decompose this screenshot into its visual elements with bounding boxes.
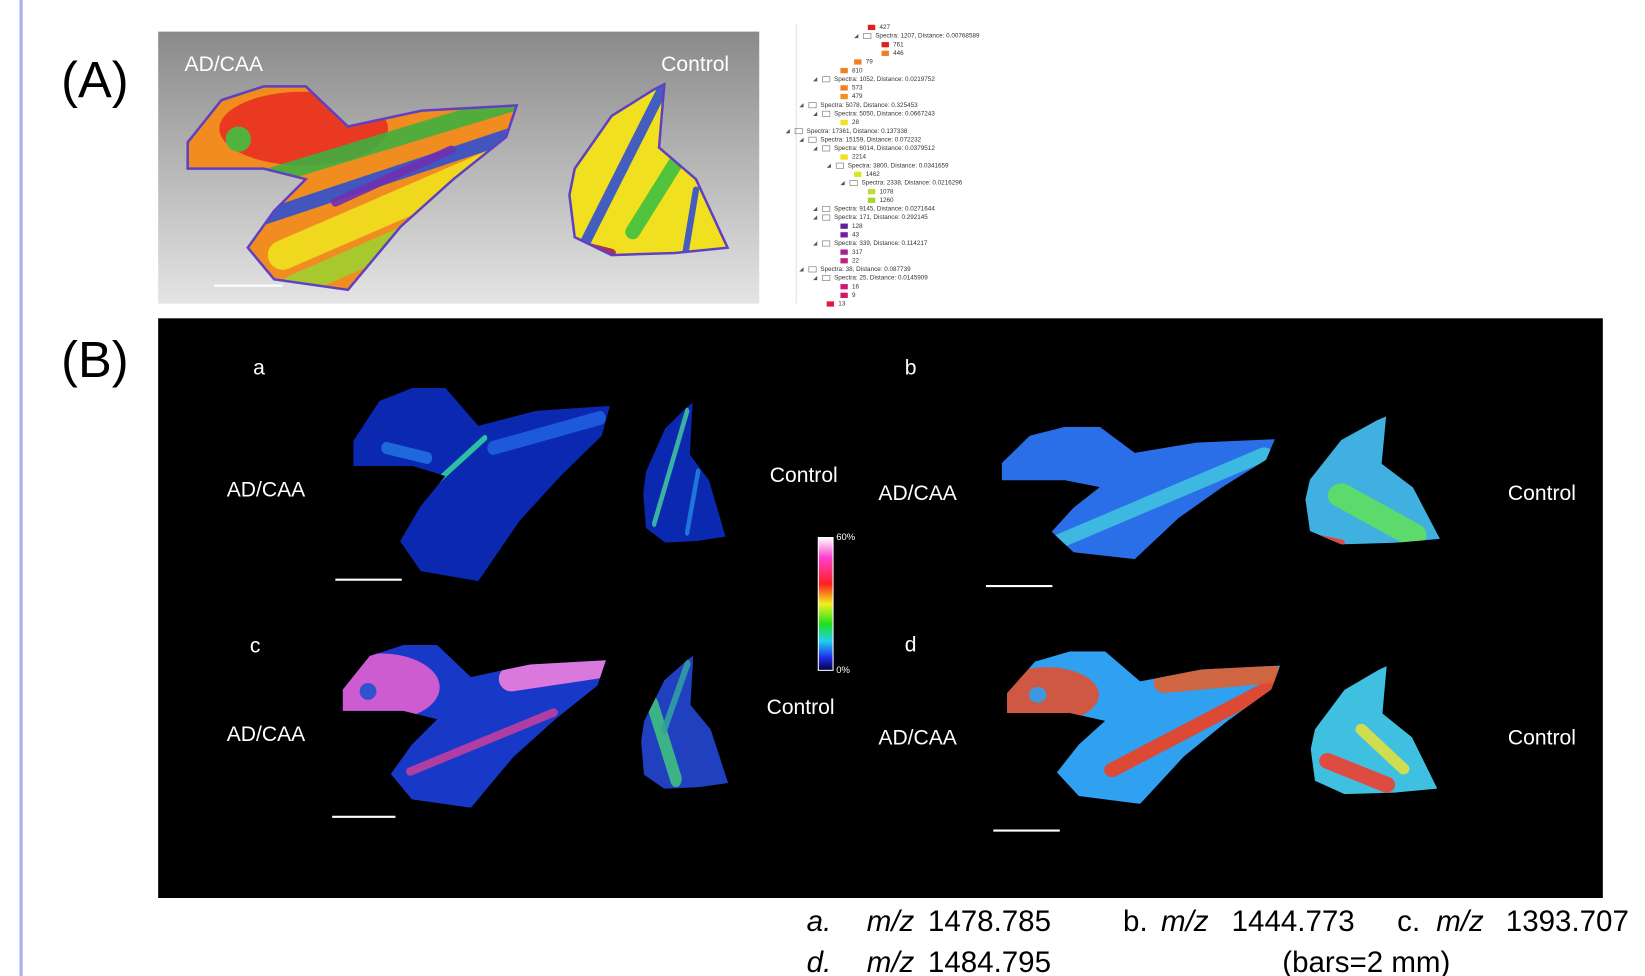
cluster-swatch [840,232,847,237]
tissue-region [1165,674,1270,683]
cluster-swatch [840,154,847,159]
cluster-size: 22 [852,257,860,264]
cluster-swatch [840,68,847,73]
tissue-label: AD/CAA [878,726,957,749]
cluster-node: Spectra: 38, Distance: 0.087739 [820,266,911,273]
subpanel-letter: b [905,356,917,379]
caption-label: c. [1397,905,1420,938]
cluster-swatch [827,301,834,306]
tissue-region [226,126,251,151]
subpanel-letter: d [905,634,917,657]
cluster-size: 573 [852,85,863,92]
cluster-size: 761 [893,41,904,48]
cluster-node: Spectra: 6014, Distance: 0.0379512 [834,145,935,152]
tissue-label: Control [661,53,729,76]
tissue-region [360,683,377,700]
caption-value: 1478.785 [928,905,1051,938]
tissue-label: Control [1508,482,1576,505]
caption-note: (bars=2 mm) [1282,946,1450,976]
cluster-swatch [840,120,847,125]
cluster-swatch [840,224,847,229]
panel-label: (B) [61,331,128,388]
cluster-node: Spectra: 17361, Distance: 0.137338 [807,128,908,135]
cluster-node: Spectra: 339, Distance: 0.114217 [834,240,928,247]
caption-label: b. [1123,905,1148,938]
cluster-node: Spectra: 25, Distance: 0.0145909 [834,275,928,282]
caption-mz: m/z [867,905,915,938]
cluster-size: 9 [852,292,856,299]
cluster-swatch [882,51,889,56]
tissue-region [511,666,595,679]
tissue-label: Control [767,696,835,719]
cluster-size: 1462 [866,171,881,178]
cluster-node: Spectra: 171, Distance: 0.292145 [834,214,928,221]
colorbar [818,538,833,671]
cluster-node: Spectra: 5050, Distance: 0.0667243 [834,111,935,118]
cluster-node: Spectra: 5078, Distance: 0.325453 [820,102,918,109]
cluster-swatch [854,59,861,64]
colorbar-label: 0% [836,665,850,676]
cluster-node: Spectra: 2338, Distance: 0.0216296 [862,180,963,187]
cluster-node: Spectra: 9145, Distance: 0.0271644 [834,206,935,213]
caption-value: 1484.795 [928,946,1051,976]
cluster-size: 16 [852,283,860,290]
cluster-size: 13 [838,301,846,308]
cluster-swatch [868,198,875,203]
tissue-label: AD/CAA [227,723,306,746]
caption-label: d. [807,946,832,976]
caption-label: a. [807,905,832,938]
colorbar-label: 60% [836,532,856,543]
tissue-label: AD/CAA [227,479,306,502]
cluster-swatch [840,258,847,263]
cluster-swatch [840,85,847,90]
cluster-size: 479 [852,93,863,100]
subpanel-letter: c [250,635,261,658]
caption-mz: m/z [867,946,915,976]
cluster-size: 446 [893,50,904,57]
subpanel-letter: a [253,356,265,379]
cluster-size: 79 [866,59,874,66]
figure: (A) AD/CAA Control 427 Spectra: 1207, Dis… [0,0,1645,976]
cluster-size: 1260 [879,197,894,204]
tissue-region [1029,687,1047,703]
tissue-label: Control [770,464,838,487]
cluster-node: Spectra: 3800, Distance: 0.0341659 [848,162,949,169]
cluster-size: 810 [852,67,863,74]
cluster-swatch [840,94,847,99]
page: MSI figure html, body { margin: 0; paddi… [0,0,1645,976]
cluster-swatch [868,25,875,30]
cluster-node: Spectra: 1207, Distance: 0.00768589 [875,33,980,40]
tissue-label: AD/CAA [185,53,264,76]
cluster-swatch [840,284,847,289]
cluster-size: 427 [879,24,890,31]
cluster-node: Spectra: 15159, Distance: 0.072232 [820,136,921,143]
tissue-label: Control [1508,726,1576,749]
cluster-swatch [882,42,889,47]
caption-mz: m/z [1436,905,1484,938]
caption-value: 1444.773 [1232,905,1355,938]
caption: a. m/z 1478.785 b. m/z 1444.773 c. m/z 1393.707 d… [807,905,1629,976]
panel-b-image [158,318,1603,898]
cluster-swatch [854,172,861,177]
tissue-label: AD/CAA [878,482,957,505]
caption-mz: m/z [1161,905,1209,938]
panel-label: (A) [61,52,128,109]
cluster-node: Spectra: 1052, Distance: 0.0219752 [834,76,935,83]
cluster-swatch [840,293,847,298]
caption-value: 1393.707 [1506,905,1629,938]
cluster-size: 43 [852,232,860,239]
cluster-size: 128 [852,223,863,230]
cluster-size: 28 [852,119,860,126]
cluster-size: 317 [852,249,863,256]
cluster-swatch [840,249,847,254]
cluster-size: 1078 [879,188,894,195]
cluster-size: 2214 [852,154,867,161]
page-body: { "panel_a": { "label": "(A)", "left_lab… [0,0,1645,976]
cluster-swatch [868,189,875,194]
